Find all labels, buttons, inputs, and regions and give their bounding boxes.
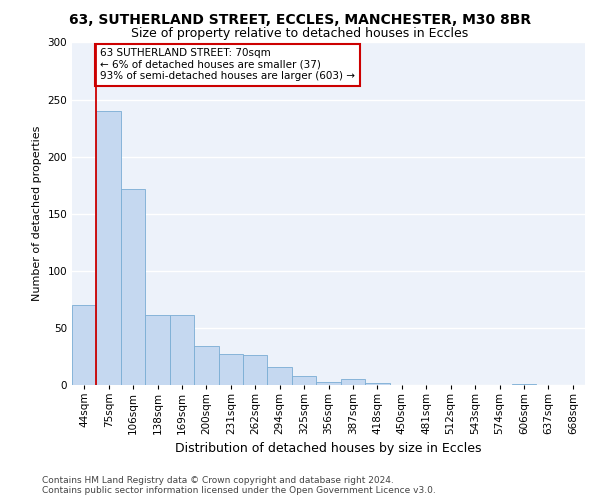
- Bar: [243, 356, 268, 385]
- Bar: [316, 382, 341, 385]
- Text: Size of property relative to detached houses in Eccles: Size of property relative to detached ho…: [131, 28, 469, 40]
- X-axis label: Distribution of detached houses by size in Eccles: Distribution of detached houses by size …: [175, 442, 482, 456]
- Bar: [170, 316, 194, 385]
- Bar: [341, 380, 365, 385]
- Bar: [72, 305, 97, 385]
- Bar: [292, 376, 316, 385]
- Bar: [145, 316, 170, 385]
- Bar: [365, 382, 389, 385]
- Text: 63, SUTHERLAND STREET, ECCLES, MANCHESTER, M30 8BR: 63, SUTHERLAND STREET, ECCLES, MANCHESTE…: [69, 12, 531, 26]
- Text: 63 SUTHERLAND STREET: 70sqm
← 6% of detached houses are smaller (37)
93% of semi: 63 SUTHERLAND STREET: 70sqm ← 6% of deta…: [100, 48, 355, 82]
- Bar: [194, 346, 218, 385]
- Bar: [121, 188, 145, 385]
- Bar: [268, 366, 292, 385]
- Bar: [97, 111, 121, 385]
- Text: Contains HM Land Registry data © Crown copyright and database right 2024.
Contai: Contains HM Land Registry data © Crown c…: [42, 476, 436, 495]
- Bar: [218, 354, 243, 385]
- Y-axis label: Number of detached properties: Number of detached properties: [32, 126, 42, 302]
- Bar: [512, 384, 536, 385]
